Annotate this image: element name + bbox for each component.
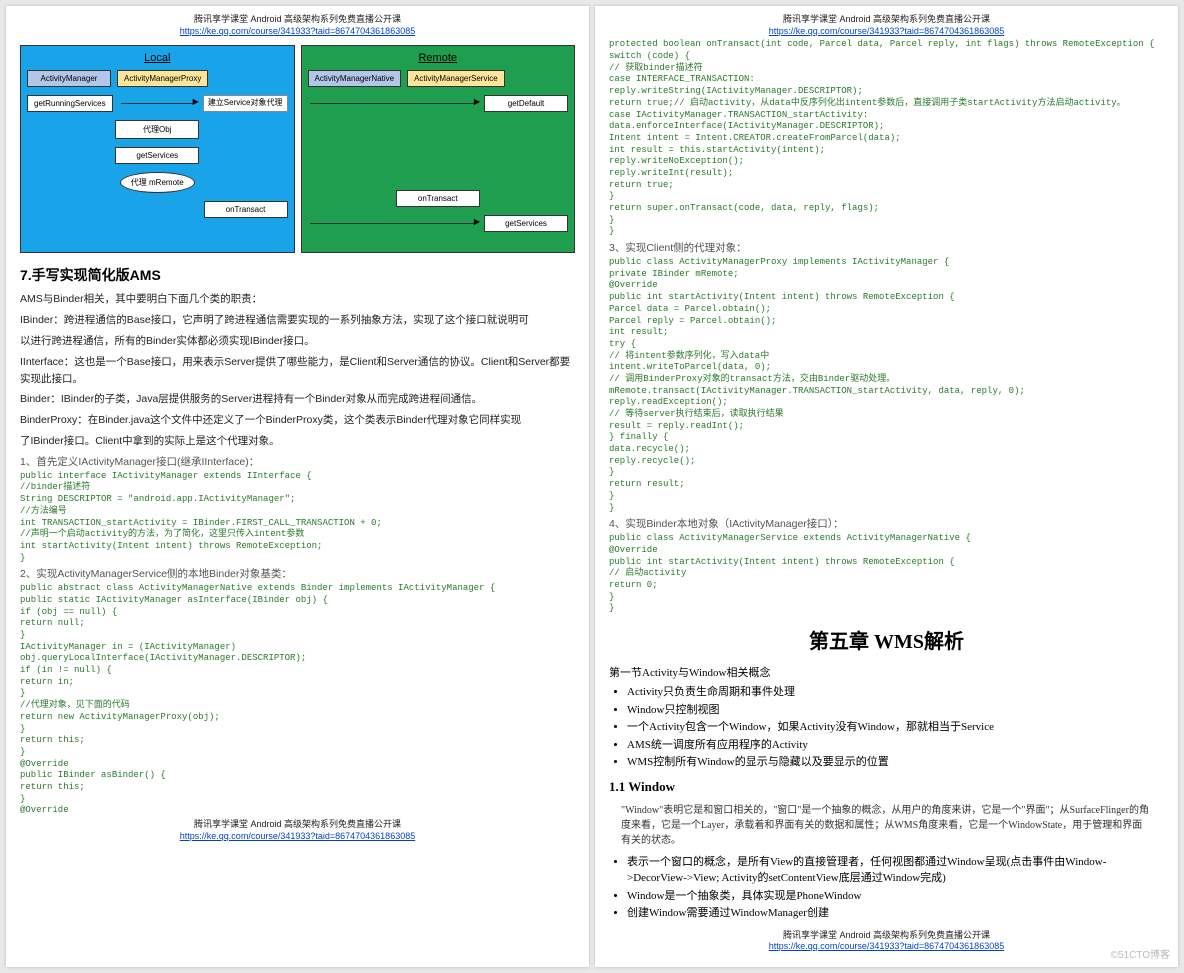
step1-label: 1、首先定义IActivityManager接口(继承IInterface)：: [20, 454, 575, 469]
list-item: AMS统一调度所有应用程序的Activity: [627, 737, 1164, 754]
window-para: "Window"表明它是和窗口相关的，"窗口"是一个抽象的概念，从用户的角度来讲…: [621, 803, 1152, 848]
ftr-link[interactable]: https://ke.qq.com/course/341933?taid=867…: [180, 831, 415, 841]
code-block-p2-4: public class ActivityManagerService exte…: [609, 533, 1164, 615]
node-proxyobj: 代理Obj: [115, 120, 199, 139]
hdr2-link[interactable]: https://ke.qq.com/course/341933?taid=867…: [769, 26, 1004, 36]
page-footer-2: 腾讯享学课堂 Android 高级架构系列免费直播公开课 https://ke.…: [609, 930, 1164, 953]
local-title: Local: [27, 52, 288, 64]
node-amn: ActivityManagerNative: [308, 70, 402, 87]
node-gs2: getServices: [484, 215, 568, 232]
section-1-label: 第一节Activity与Window相关概念: [609, 664, 1164, 680]
p: IBinder：跨进程通信的Base接口，它声明了跨进程通信需要实现的一系列抽象…: [20, 312, 575, 329]
p: Binder：IBinder的子类，Java层提供服务的Server进程持有一个…: [20, 391, 575, 408]
node-gd: getDefault: [484, 95, 568, 112]
list-item: Activity只负责生命周期和事件处理: [627, 684, 1164, 701]
node-grs: getRunningServices: [27, 95, 113, 112]
list-item: 表示一个窗口的概念，是所有View的直接管理者，任何视图都通过Window呈现(…: [627, 854, 1164, 887]
section-7-body: AMS与Binder相关，其中要明白下面几个类的职责： IBinder：跨进程通…: [20, 291, 575, 449]
p: AMS与Binder相关，其中要明白下面几个类的职责：: [20, 291, 575, 308]
hdr-line1: 腾讯享学课堂 Android 高级架构系列免费直播公开课: [194, 14, 401, 24]
p: IInterface：这也是一个Base接口，用来表示Server提供了哪些能力…: [20, 354, 575, 388]
watermark: ©51CTO博客: [1111, 946, 1170, 961]
local-panel: Local ActivityManager ActivityManagerPro…: [20, 45, 295, 253]
sub-1-1: 1.1 Window: [609, 779, 1164, 795]
list-item: WMS控制所有Window的显示与隐藏以及要显示的位置: [627, 754, 1164, 771]
node-amp: ActivityManagerProxy: [117, 70, 208, 87]
section-7-title: 7.手写实现简化版AMS: [20, 265, 575, 285]
p: 以进行跨进程通信，所有的Binder实体都必须实现IBinder接口。: [20, 333, 575, 350]
ams-diagram: Local ActivityManager ActivityManagerPro…: [20, 45, 575, 253]
lab-proxy: 建立Service对象代理: [203, 95, 288, 112]
node-ams: ActivityManagerService: [407, 70, 505, 87]
remote-title: Remote: [308, 52, 569, 64]
step4-label: 4、实现Binder本地对象（IActivityManager接口）：: [609, 516, 1164, 531]
code-block-1: public interface IActivityManager extend…: [20, 471, 575, 565]
page-header: 腾讯享学课堂 Android 高级架构系列免费直播公开课 https://ke.…: [20, 14, 575, 37]
bullet-list-1: Activity只负责生命周期和事件处理 Window只控制视图 一个Activ…: [627, 684, 1164, 771]
list-item: Window是一个抽象类，具体实现是PhoneWindow: [627, 888, 1164, 905]
node-am: ActivityManager: [27, 70, 111, 87]
list-item: 创建Window需要通过WindowManager创建: [627, 905, 1164, 922]
node-ontrans: onTransact: [204, 201, 288, 218]
ftr2-line1: 腾讯享学课堂 Android 高级架构系列免费直播公开课: [783, 930, 990, 940]
code-block-p2-1: protected boolean onTransact(int code, P…: [609, 39, 1164, 238]
p: BinderProxy：在Binder.java这个文件中还定义了一个Binde…: [20, 412, 575, 429]
step2-label: 2、实现ActivityManagerService侧的本地Binder对象基类…: [20, 566, 575, 581]
node-gs: getServices: [115, 147, 199, 164]
page-header-2: 腾讯享学课堂 Android 高级架构系列免费直播公开课 https://ke.…: [609, 14, 1164, 37]
list-item: Window只控制视图: [627, 702, 1164, 719]
list-item: 一个Activity包含一个Window，如果Activity没有Window，…: [627, 719, 1164, 736]
step3-label: 3、实现Client侧的代理对象：: [609, 240, 1164, 255]
bullet-list-2: 表示一个窗口的概念，是所有View的直接管理者，任何视图都通过Window呈现(…: [627, 854, 1164, 922]
hdr2-line1: 腾讯享学课堂 Android 高级架构系列免费直播公开课: [783, 14, 990, 24]
two-page-viewer: 腾讯享学课堂 Android 高级架构系列免费直播公开课 https://ke.…: [0, 0, 1184, 973]
chapter-5-title: 第五章 WMS解析: [609, 625, 1164, 654]
code-block-2: public abstract class ActivityManagerNat…: [20, 583, 575, 817]
node-remote: 代理 mRemote: [120, 172, 195, 193]
remote-panel: Remote ActivityManagerNative ActivityMan…: [301, 45, 576, 253]
code-block-p2-3: public class ActivityManagerProxy implem…: [609, 257, 1164, 514]
page-1: 腾讯享学课堂 Android 高级架构系列免费直播公开课 https://ke.…: [6, 6, 589, 967]
hdr-link[interactable]: https://ke.qq.com/course/341933?taid=867…: [180, 26, 415, 36]
page-2: 腾讯享学课堂 Android 高级架构系列免费直播公开课 https://ke.…: [595, 6, 1178, 967]
ftr-line1: 腾讯享学课堂 Android 高级架构系列免费直播公开课: [194, 819, 401, 829]
page-footer: 腾讯享学课堂 Android 高级架构系列免费直播公开课 https://ke.…: [20, 819, 575, 842]
ftr2-link[interactable]: https://ke.qq.com/course/341933?taid=867…: [769, 941, 1004, 951]
p: 了IBinder接口。Client中拿到的实际上是这个代理对象。: [20, 433, 575, 450]
node-ot: onTransact: [396, 190, 480, 207]
